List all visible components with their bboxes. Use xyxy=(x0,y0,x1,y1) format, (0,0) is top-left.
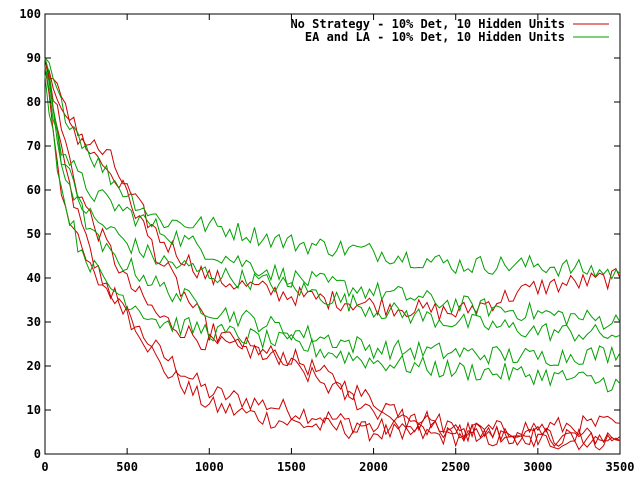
x-tick-label: 3500 xyxy=(606,460,635,474)
y-tick-label: 100 xyxy=(19,7,41,21)
y-tick-label: 70 xyxy=(27,139,41,153)
series-no-strategy-line-4 xyxy=(44,66,621,442)
series-ea-la-line-6 xyxy=(44,57,621,330)
x-tick-label: 3000 xyxy=(523,460,552,474)
series-layer xyxy=(44,57,621,451)
plot-frame xyxy=(44,13,621,455)
y-tick-label: 80 xyxy=(27,95,41,109)
y-tick-label: 40 xyxy=(27,271,41,285)
y-tick-label: 50 xyxy=(27,227,41,241)
y-tick-label: 90 xyxy=(27,51,41,65)
series-ea-la-line-7 xyxy=(44,66,621,343)
series-ea-la-line-9 xyxy=(44,75,621,393)
axis-layer: 0 500 1000 1500 2000 2500 3000 3500 0 10 20 30 40 50 6… xyxy=(19,7,634,474)
legend-label-no-strategy: No Strategy - 10% Det, 10 Hidden Units xyxy=(290,17,565,31)
series-no-strategy-line-0 xyxy=(44,57,621,448)
x-tick-label: 2500 xyxy=(441,460,470,474)
series-no-strategy-line-1 xyxy=(44,66,621,451)
series-no-strategy-line-2 xyxy=(44,57,621,448)
x-tick-label: 2000 xyxy=(359,460,388,474)
y-tick-label: 0 xyxy=(34,447,41,461)
y-tick-label: 60 xyxy=(27,183,41,197)
y-tick-label: 20 xyxy=(27,359,41,373)
x-tick-label: 1000 xyxy=(195,460,224,474)
x-tick-label: 0 xyxy=(41,460,48,474)
y-tick-label: 10 xyxy=(27,403,41,417)
legend-label-ea-la: EA and LA - 10% Det, 10 Hidden Units xyxy=(305,30,565,44)
series-ea-la-line-5 xyxy=(44,57,621,281)
x-tick-label: 1500 xyxy=(277,460,306,474)
x-tick-label: 500 xyxy=(116,460,138,474)
y-tick-label: 30 xyxy=(27,315,41,329)
legend: No Strategy - 10% Det, 10 Hidden Units E… xyxy=(290,17,609,44)
series-no-strategy-line-3 xyxy=(44,57,621,322)
series-ea-la-line-8 xyxy=(44,66,621,367)
